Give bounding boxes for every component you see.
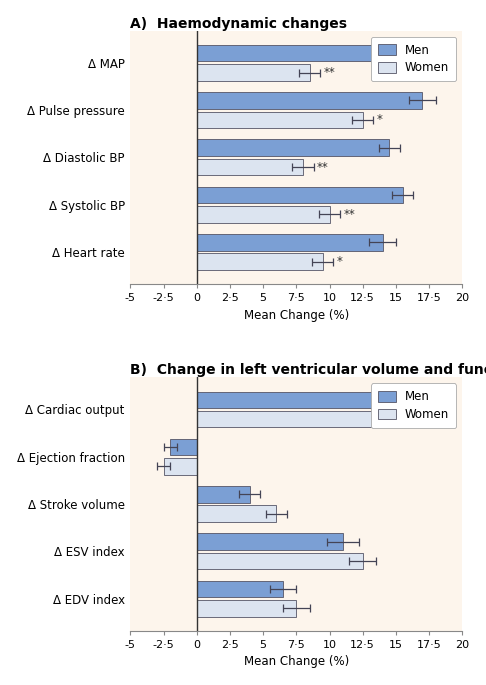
Bar (164, 458, 197, 475)
Bar (197, 581, 283, 597)
Bar (197, 534, 343, 550)
Bar (197, 600, 296, 616)
Bar (170, 439, 197, 456)
Bar (197, 253, 323, 270)
Text: *: * (377, 113, 382, 126)
Text: A)  Haemodynamic changes: A) Haemodynamic changes (130, 16, 347, 31)
Bar (197, 64, 310, 81)
Text: B)  Change in left ventricular volume and function: B) Change in left ventricular volume and… (130, 363, 486, 377)
Bar (197, 140, 389, 156)
Bar (197, 234, 382, 251)
Text: **: ** (317, 160, 329, 173)
Bar (197, 506, 277, 522)
Legend: Men, Women: Men, Women (371, 36, 456, 82)
Text: **: ** (324, 66, 335, 79)
Bar (197, 45, 396, 62)
Bar (197, 206, 330, 223)
Bar (197, 486, 250, 503)
Bar (197, 112, 363, 128)
X-axis label: Mean Change (%): Mean Change (%) (243, 656, 349, 669)
Legend: Men, Women: Men, Women (371, 383, 456, 428)
Bar (197, 553, 363, 569)
Bar (197, 159, 303, 175)
Bar (197, 411, 416, 427)
X-axis label: Mean Change (%): Mean Change (%) (243, 309, 349, 322)
Bar (197, 92, 422, 109)
Bar (197, 187, 402, 203)
Bar (197, 392, 402, 408)
Text: *: * (337, 255, 343, 268)
Text: **: ** (344, 208, 355, 221)
